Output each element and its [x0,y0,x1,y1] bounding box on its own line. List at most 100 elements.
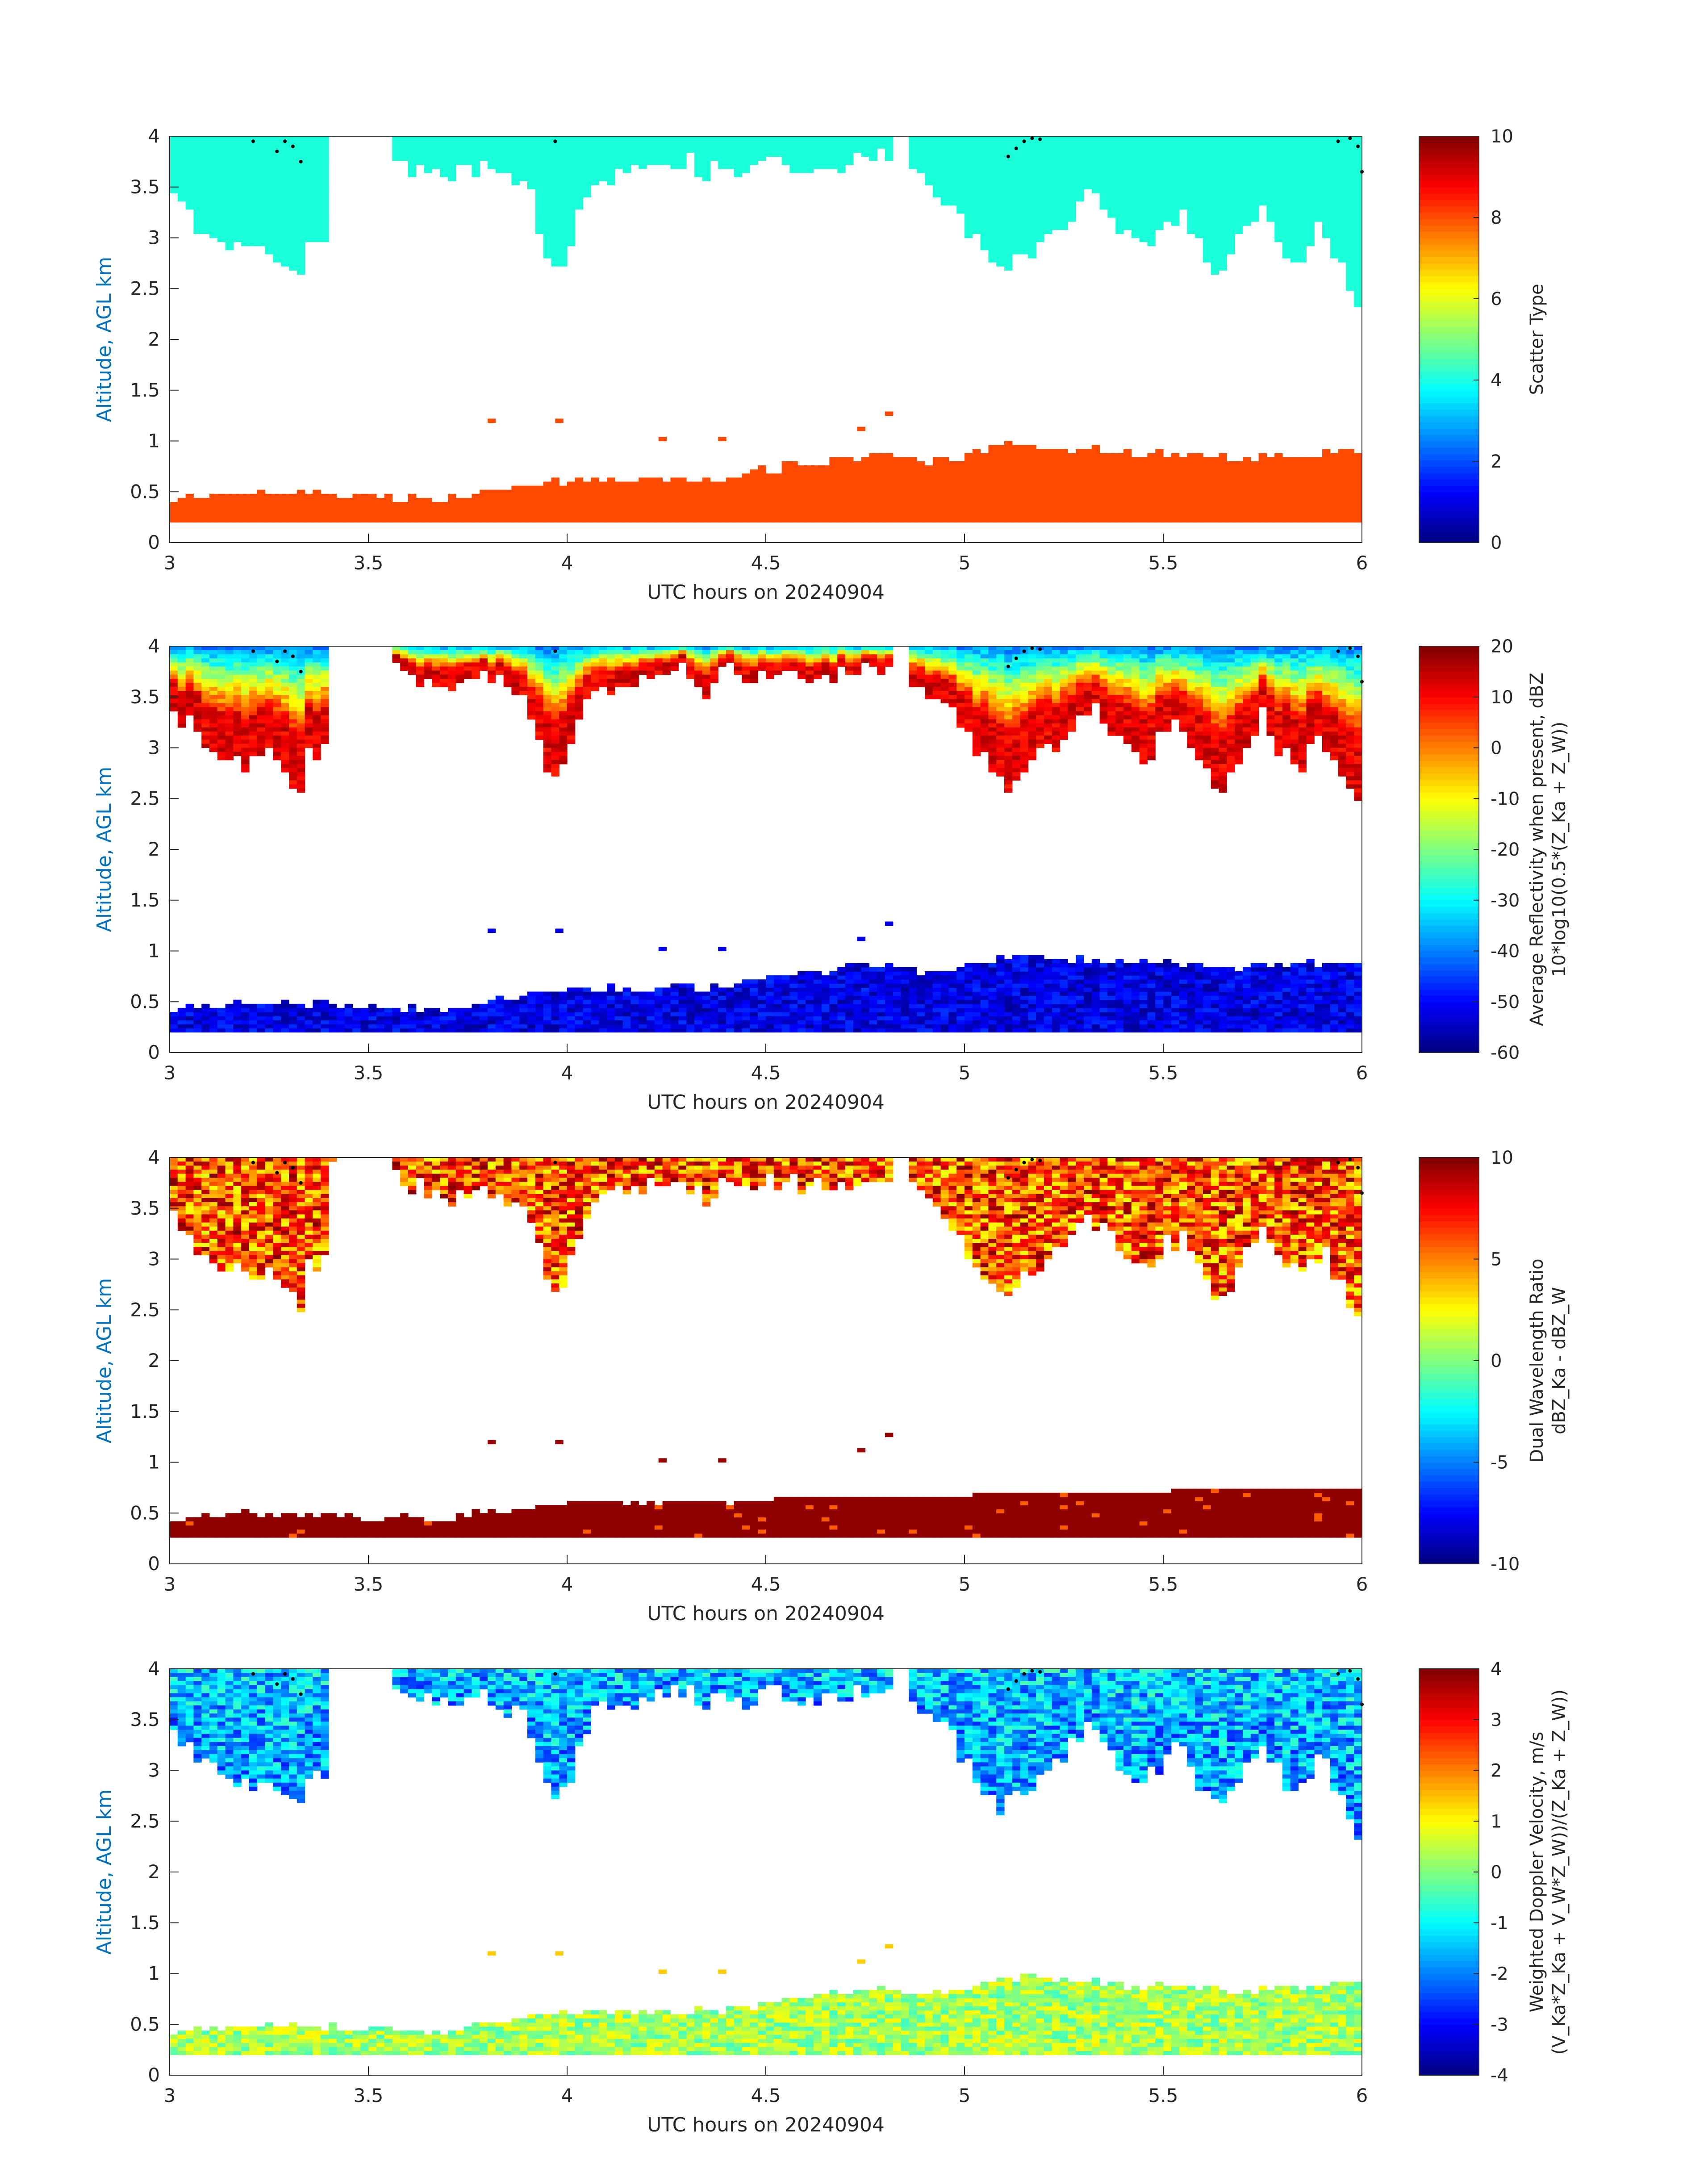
cloud-cell [1195,209,1203,214]
echo-cell [940,510,949,514]
cloud-cell [1322,148,1331,153]
cloud-cell [1203,160,1211,165]
cloud-cell [1028,250,1036,255]
echo-cell [909,514,917,518]
cloud-cell [241,172,250,177]
cloud-cell [416,160,425,165]
cloud-cell [170,658,178,663]
cloud-cell [321,230,329,234]
echo-cell [956,489,965,494]
cloud-cell [1052,152,1061,157]
cloud-cell [781,144,790,149]
echo-cell [742,518,750,523]
cloud-cell [519,172,528,177]
cloud-cell [1290,246,1299,251]
cloud-cell [821,164,830,169]
cloud-cell [1099,148,1108,153]
cloud-cell [185,670,194,675]
cloud-cell [1203,177,1211,181]
cloud-cell [416,140,425,145]
echo-cell [1322,461,1331,466]
cloud-cell [201,695,210,699]
cloud-cell [980,136,989,141]
cloud-cell [742,140,750,145]
cloud-cell [988,234,997,238]
cloud-cell [806,160,814,165]
cloud-cell [575,144,584,149]
echo-cell [472,506,480,510]
cloud-cell [1012,168,1021,173]
cloud-cell [1187,205,1195,210]
echo-cell [1084,477,1092,482]
cloud-cell [567,148,576,153]
cloud-cell [1219,197,1227,202]
cloud-cell [225,715,234,720]
cloud-cell [321,140,329,145]
cloud-cell [273,752,281,756]
echo-cell [766,485,774,490]
cloud-cell [257,662,266,667]
echo-cell [742,502,750,506]
echo-cell [885,518,894,523]
cloud-cell [1004,160,1013,165]
cloud-cell [1235,217,1243,222]
cloud-cell [1235,221,1243,226]
cloud-cell [1187,177,1195,181]
cloud-cell [305,185,313,189]
echo-cell [193,1020,202,1024]
colorbar-step [1419,187,1479,194]
echo-cell [965,510,973,514]
cloud-cell [416,152,425,157]
cloud-cell [583,136,591,141]
echo-cell [559,485,568,490]
colorbar-step [1419,180,1479,188]
echo-cell [877,473,885,478]
echo-cell [1036,518,1044,523]
cloud-cell [289,242,297,247]
cloud-cell [281,226,289,230]
echo-cell [1219,465,1227,470]
cloud-cell [1354,160,1362,165]
echo-cell [177,1012,186,1016]
echo-cell [806,502,814,506]
cloud-cell [296,221,305,226]
cloud-cell [1028,168,1036,173]
cloud-cell [1163,140,1172,145]
echo-cell [702,489,710,494]
cloud-cell [1298,221,1307,226]
cloud-cell [980,140,989,145]
cloud-cell [1203,144,1211,149]
echo-cell [845,493,854,498]
cloud-cell [1044,140,1052,145]
cloud-cell [813,136,822,141]
cloud-cell [1187,226,1195,230]
cloud-cell [1250,168,1259,173]
cloud-cell [1274,213,1283,218]
echo-cell [781,473,790,478]
cloud-cell [1060,189,1068,193]
cloud-cell [265,711,273,716]
echo-cell [1187,485,1195,490]
cloud-cell [965,172,973,177]
cloud-cell [1028,213,1036,218]
cloud-cell [1258,152,1267,157]
cloud-cell [1020,144,1028,149]
cloud-cell [670,148,679,153]
cloud-cell [575,193,584,198]
cloud-cell [1266,136,1275,141]
echo-cell [798,514,806,518]
cloud-cell [1147,156,1156,161]
cloud-cell [1163,168,1172,173]
cloud-cell [670,144,679,149]
echo-cell [1139,481,1148,486]
marker-point [275,150,279,154]
echo-cell [352,502,361,506]
cloud-cell [1163,217,1172,222]
cloud-cell [1187,152,1195,157]
cloud-cell [1211,213,1219,218]
cloud-cell [273,723,281,728]
cloud-cell [1346,140,1354,145]
cloud-cell [1123,217,1132,222]
echo-cell [265,506,273,510]
echo-cell [845,502,854,506]
